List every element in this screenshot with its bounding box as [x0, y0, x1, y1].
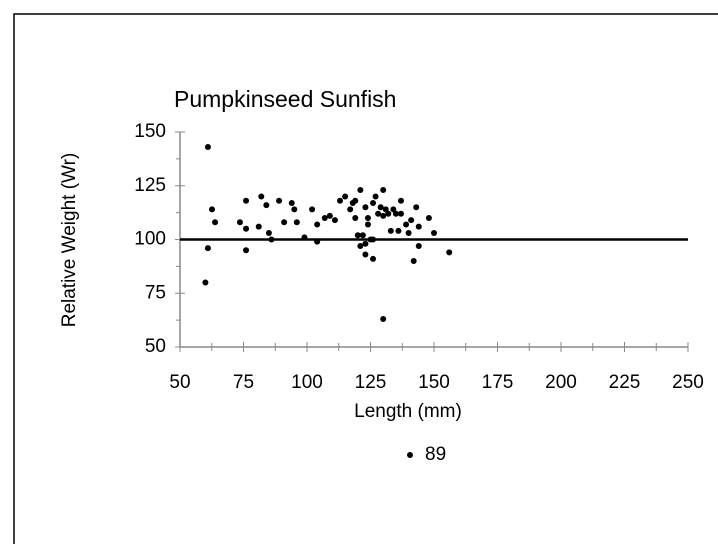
point	[204, 144, 211, 151]
point	[263, 202, 270, 209]
x-tick-label: 75	[233, 372, 254, 393]
point	[288, 199, 295, 206]
point	[364, 221, 371, 228]
point	[415, 242, 422, 249]
point	[321, 215, 328, 221]
point	[276, 197, 283, 204]
y-tick-label: 75	[145, 282, 166, 303]
point	[342, 193, 349, 200]
point	[354, 232, 361, 239]
point	[314, 238, 321, 245]
point	[397, 210, 404, 217]
point	[385, 210, 392, 217]
point	[410, 258, 417, 264]
point	[370, 236, 377, 243]
point	[380, 316, 387, 323]
chart-border	[13, 13, 718, 544]
point	[352, 215, 359, 221]
point	[291, 206, 298, 213]
point	[370, 255, 377, 262]
point	[309, 206, 316, 213]
y-tick-label: 100	[134, 229, 166, 250]
point	[326, 212, 333, 219]
point	[301, 234, 308, 241]
x-tick-label: 100	[291, 372, 323, 393]
point	[425, 215, 432, 221]
point	[370, 199, 377, 206]
point	[204, 245, 211, 252]
point	[364, 215, 371, 221]
point	[265, 230, 272, 237]
point	[362, 251, 369, 258]
point	[236, 219, 243, 226]
point	[243, 225, 250, 232]
point	[331, 217, 338, 224]
x-tick-label: 250	[672, 372, 704, 393]
point	[258, 193, 265, 200]
point	[392, 210, 399, 217]
point	[397, 197, 404, 204]
point	[268, 236, 275, 243]
legend-marker	[407, 452, 413, 458]
point	[395, 227, 402, 234]
point	[413, 204, 420, 211]
point	[352, 197, 359, 204]
y-tick-label: 150	[134, 121, 166, 142]
legend-label: 89	[425, 444, 446, 465]
point	[362, 204, 369, 211]
point	[372, 193, 379, 200]
point	[293, 219, 300, 226]
x-tick-label: 50	[169, 372, 190, 393]
x-tick-label: 125	[355, 372, 387, 393]
point	[243, 247, 250, 254]
chart-title: Pumpkinseed Sunfish	[174, 86, 396, 112]
point	[212, 219, 219, 226]
point	[347, 206, 354, 213]
point	[380, 212, 387, 219]
point	[403, 221, 410, 228]
y-tick-label: 50	[145, 336, 166, 357]
point	[281, 219, 288, 226]
x-axis-label: Length (mm)	[354, 401, 462, 422]
point	[359, 232, 366, 239]
point	[357, 242, 364, 249]
point	[337, 197, 344, 204]
x-tick-label: 175	[482, 372, 514, 393]
point	[209, 206, 216, 213]
point	[375, 210, 382, 217]
x-tick-label: 225	[609, 372, 641, 393]
point	[380, 187, 387, 194]
point	[415, 223, 422, 230]
point	[202, 279, 209, 286]
y-axis-label: Relative Weight (Wr)	[59, 153, 80, 328]
point	[387, 227, 394, 234]
x-tick-label: 200	[545, 372, 577, 393]
x-tick-label: 150	[418, 372, 450, 393]
point	[255, 223, 262, 230]
y-tick-label: 125	[134, 175, 166, 196]
point	[377, 204, 384, 211]
point	[408, 217, 415, 224]
point	[314, 221, 321, 228]
point	[405, 230, 412, 237]
point	[446, 249, 453, 256]
point	[243, 197, 250, 204]
point	[357, 187, 364, 194]
point	[431, 230, 437, 237]
point	[362, 240, 369, 247]
